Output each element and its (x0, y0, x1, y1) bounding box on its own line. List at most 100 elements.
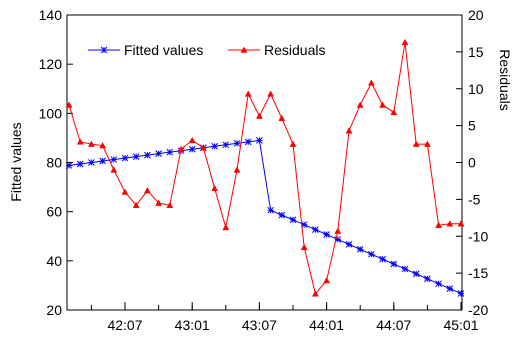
data-point (345, 241, 353, 248)
data-point (87, 140, 95, 147)
data-point (256, 137, 263, 144)
data-point (345, 127, 353, 134)
data-point (356, 101, 364, 108)
data-point (323, 276, 331, 284)
data-point (334, 227, 342, 234)
data-point (155, 150, 162, 158)
x-tick-label: 42:07 (107, 317, 142, 333)
data-point (367, 79, 375, 86)
data-point (267, 90, 275, 97)
y-right-tick-label: 0 (468, 155, 476, 171)
data-point (121, 154, 129, 162)
data-point (323, 231, 330, 238)
legend-marker-symbol (100, 46, 108, 54)
data-point (155, 199, 163, 206)
series-layer (65, 38, 465, 297)
x-tick-label: 43:07 (242, 317, 277, 333)
data-point (199, 144, 207, 151)
data-point (99, 142, 107, 149)
data-point (99, 157, 106, 165)
y-right-tick-label: 5 (468, 118, 476, 134)
data-point (88, 159, 95, 166)
data-point (278, 114, 286, 121)
data-point (233, 166, 241, 173)
y-left-tick-label: 40 (46, 253, 62, 269)
legend: Fitted values Residuals (88, 42, 325, 58)
data-point (76, 160, 84, 168)
data-point (424, 275, 431, 283)
data-point (244, 138, 252, 146)
data-point (356, 245, 364, 253)
y-left-tick-label: 120 (39, 56, 63, 72)
y-right-tick-label: -20 (468, 302, 488, 318)
y-left-tick-label: 20 (46, 302, 62, 318)
data-point (76, 138, 84, 145)
data-point (65, 101, 73, 108)
x-tick-label: 43:01 (175, 317, 210, 333)
data-point (132, 153, 140, 160)
data-point (289, 216, 297, 224)
series-line (68, 42, 461, 295)
data-point (379, 255, 386, 263)
data-point (65, 162, 73, 169)
data-point (222, 141, 230, 149)
data-point (457, 220, 465, 227)
legend-label-residuals: Residuals (264, 42, 325, 58)
y-left-axis-title: Fitted values (8, 122, 24, 201)
data-point (435, 280, 442, 288)
data-point (211, 184, 219, 192)
data-point (110, 156, 118, 163)
data-point (244, 90, 252, 97)
data-point (412, 140, 420, 147)
legend-marker-symbol (240, 46, 248, 53)
tick-labels: 20 40 60 80 100 120 140 -20 -15 -10 -5 0 5 10 15 20 42:0… (39, 7, 489, 333)
y-right-tick-label: -10 (468, 228, 488, 244)
y-right-axis-title: Residuals (497, 49, 513, 110)
y-right-tick-label: 10 (468, 81, 484, 97)
data-point (412, 270, 420, 278)
y-right-tick-label: -15 (468, 265, 488, 281)
data-point (166, 201, 174, 209)
data-point (233, 139, 241, 147)
data-point (390, 108, 398, 116)
y-left-tick-label: 100 (39, 105, 63, 121)
data-point (211, 142, 218, 150)
series-line (68, 139, 462, 294)
data-point (222, 223, 230, 231)
y-left-tick-label: 80 (46, 155, 62, 171)
data-point (177, 145, 185, 152)
data-point (188, 136, 196, 144)
legend-marker-fitted (100, 46, 108, 54)
data-point (435, 221, 443, 228)
data-point (132, 201, 140, 209)
legend-marker-residuals (240, 46, 248, 53)
data-point (300, 243, 308, 251)
data-point (289, 140, 297, 147)
data-point (390, 260, 398, 268)
y-right-tick-label: 15 (468, 44, 484, 60)
y-right-tick-label: 20 (468, 7, 484, 23)
data-point (144, 151, 151, 159)
data-point (267, 206, 274, 214)
data-point (311, 290, 319, 297)
data-point (379, 101, 387, 108)
data-point (188, 145, 196, 153)
x-tick-label: 44:01 (309, 317, 344, 333)
legend-label-fitted: Fitted values (124, 42, 203, 58)
data-point (457, 290, 465, 297)
data-point (278, 211, 286, 219)
series-fitted-values (65, 137, 465, 297)
y-left-tick-label: 140 (39, 7, 63, 23)
y-left-tick-label: 60 (46, 204, 62, 220)
data-point (401, 265, 409, 273)
data-point (255, 112, 263, 119)
x-tick-label: 45:01 (443, 317, 478, 333)
data-point (312, 226, 319, 233)
series-residuals (65, 38, 465, 297)
data-point (423, 140, 431, 147)
data-point (446, 220, 454, 227)
x-tick-label: 44:07 (376, 317, 411, 333)
data-point (143, 187, 151, 194)
data-point (446, 285, 454, 292)
